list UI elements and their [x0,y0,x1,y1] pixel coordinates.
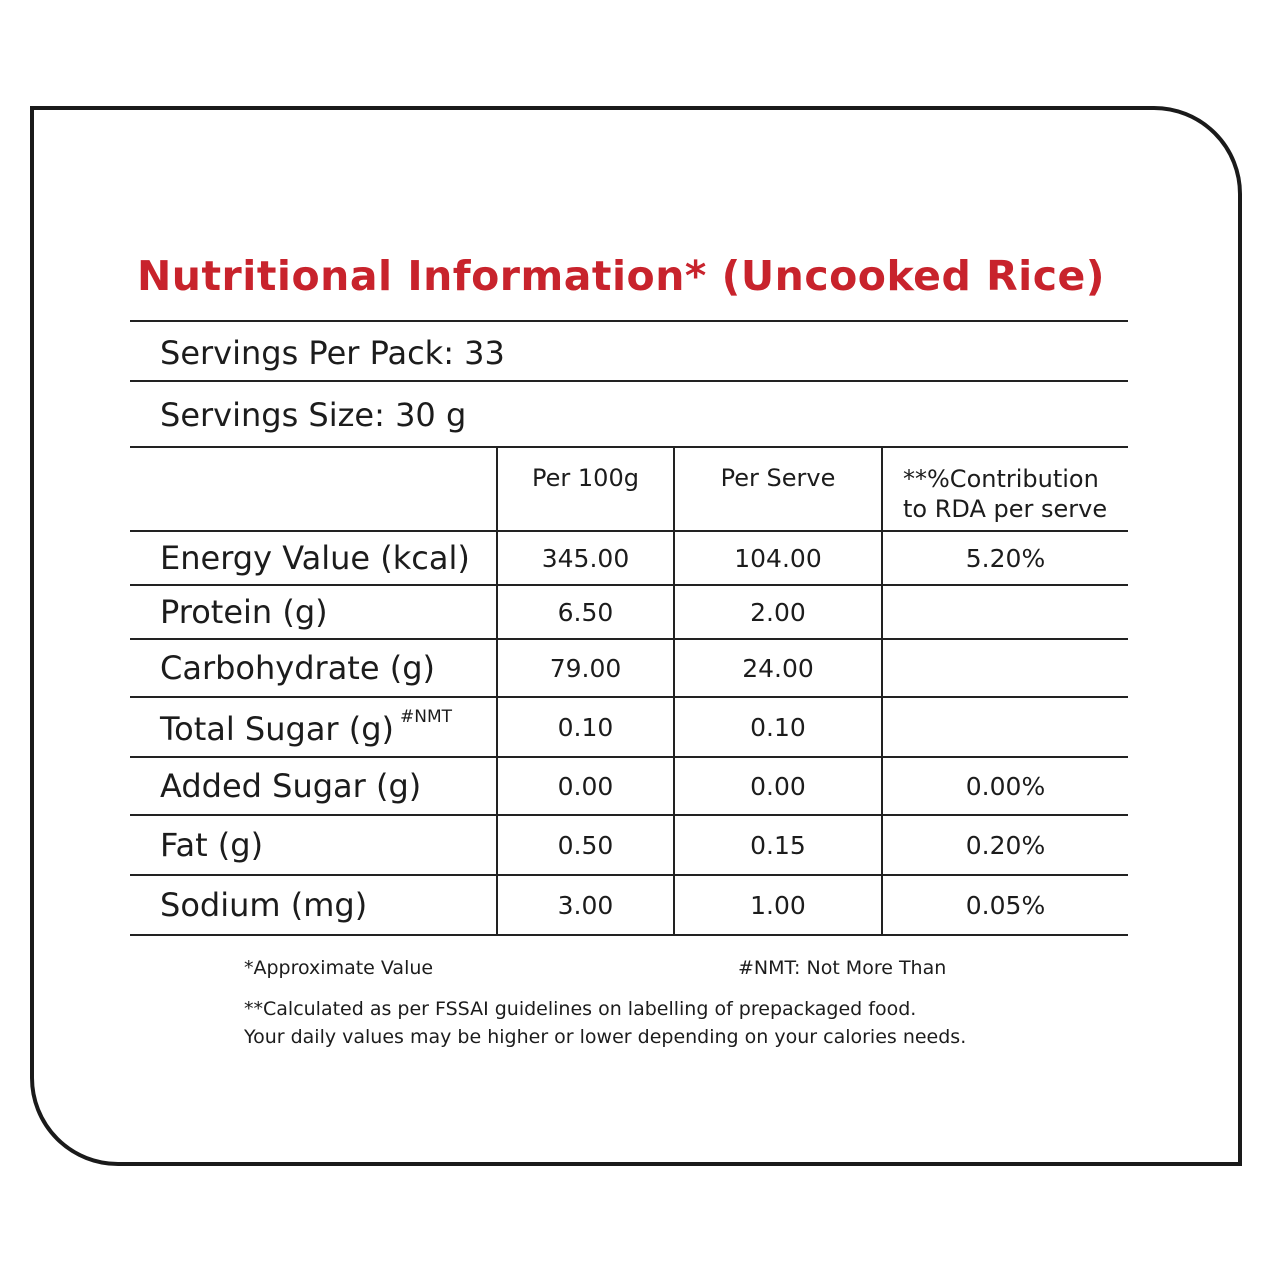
value-per-100g: 3.00 [496,874,674,936]
header-per-100g: Per 100g [496,446,674,532]
nutrient-label: Fat (g) [160,826,264,864]
nutrient-label: Energy Value (kcal) [160,539,470,577]
value-per-serve: 0.00 [673,756,882,816]
value-per-serve: 0.10 [673,696,882,758]
value-rda: 0.20% [881,814,1128,876]
table-row: Total Sugar (g) #NMT 0.10 0.10 [130,696,1128,758]
footnote-approx: *Approximate Value [244,957,434,979]
value-per-serve: 2.00 [673,584,882,640]
nutrition-table: Per 100g Per Serve **%Contribution to RD… [130,446,1128,936]
servings-per-pack: Servings Per Pack: 33 [160,334,505,372]
nutrient-name: Total Sugar (g) #NMT [130,696,497,758]
nutrient-name: Sodium (mg) [130,874,497,936]
nutrient-name: Protein (g) [130,584,497,640]
value-per-serve: 0.15 [673,814,882,876]
value-per-100g: 6.50 [496,584,674,640]
value-per-100g: 79.00 [496,638,674,698]
value-per-serve: 1.00 [673,874,882,936]
value-per-serve: 24.00 [673,638,882,698]
nmt-marker: #NMT [400,706,453,727]
table-row: Carbohydrate (g) 79.00 24.00 [130,638,1128,698]
divider [130,380,1128,382]
nutrient-name: Energy Value (kcal) [130,530,497,586]
header-rda-line1: **%Contribution [903,465,1099,493]
nutrient-label: Added Sugar (g) [160,767,422,805]
table-row: Added Sugar (g) 0.00 0.00 0.00% [130,756,1128,816]
header-nutrient [130,446,497,532]
table-row: Sodium (mg) 3.00 1.00 0.05% [130,874,1128,936]
nutrient-name: Fat (g) [130,814,497,876]
label-title: Nutritional Information* (Uncooked Rice) [136,252,1106,300]
value-per-100g: 0.10 [496,696,674,758]
serving-size: Servings Size: 30 g [160,396,467,434]
footnote-calc-line2: Your daily values may be higher or lower… [244,1026,967,1048]
nutrient-label: Carbohydrate (g) [160,649,435,687]
table-row: Fat (g) 0.50 0.15 0.20% [130,814,1128,876]
nutrient-name: Carbohydrate (g) [130,638,497,698]
nutrient-label: Sodium (mg) [160,886,368,924]
value-rda: 0.00% [881,756,1128,816]
header-rda: **%Contribution to RDA per serve [881,446,1128,532]
value-rda: 5.20% [881,530,1128,586]
value-rda: 0.05% [881,874,1128,936]
value-rda [881,638,1128,698]
value-rda [881,696,1128,758]
value-per-serve: 104.00 [673,530,882,586]
nutrient-name: Added Sugar (g) [130,756,497,816]
nutrient-label: Protein (g) [160,593,328,631]
value-per-100g: 0.50 [496,814,674,876]
table-header-row: Per 100g Per Serve **%Contribution to RD… [130,446,1128,532]
divider [130,320,1128,322]
footnote-calc-line1: **Calculated as per FSSAI guidelines on … [244,998,917,1020]
table-row: Energy Value (kcal) 345.00 104.00 5.20% [130,530,1128,586]
header-rda-line2: to RDA per serve [903,495,1108,523]
nutrient-label: Total Sugar (g) [160,709,395,748]
header-per-serve: Per Serve [673,446,882,532]
value-per-100g: 345.00 [496,530,674,586]
value-per-100g: 0.00 [496,756,674,816]
value-rda [881,584,1128,640]
table-row: Protein (g) 6.50 2.00 [130,584,1128,640]
footnote-nmt: #NMT: Not More Than [738,957,947,979]
